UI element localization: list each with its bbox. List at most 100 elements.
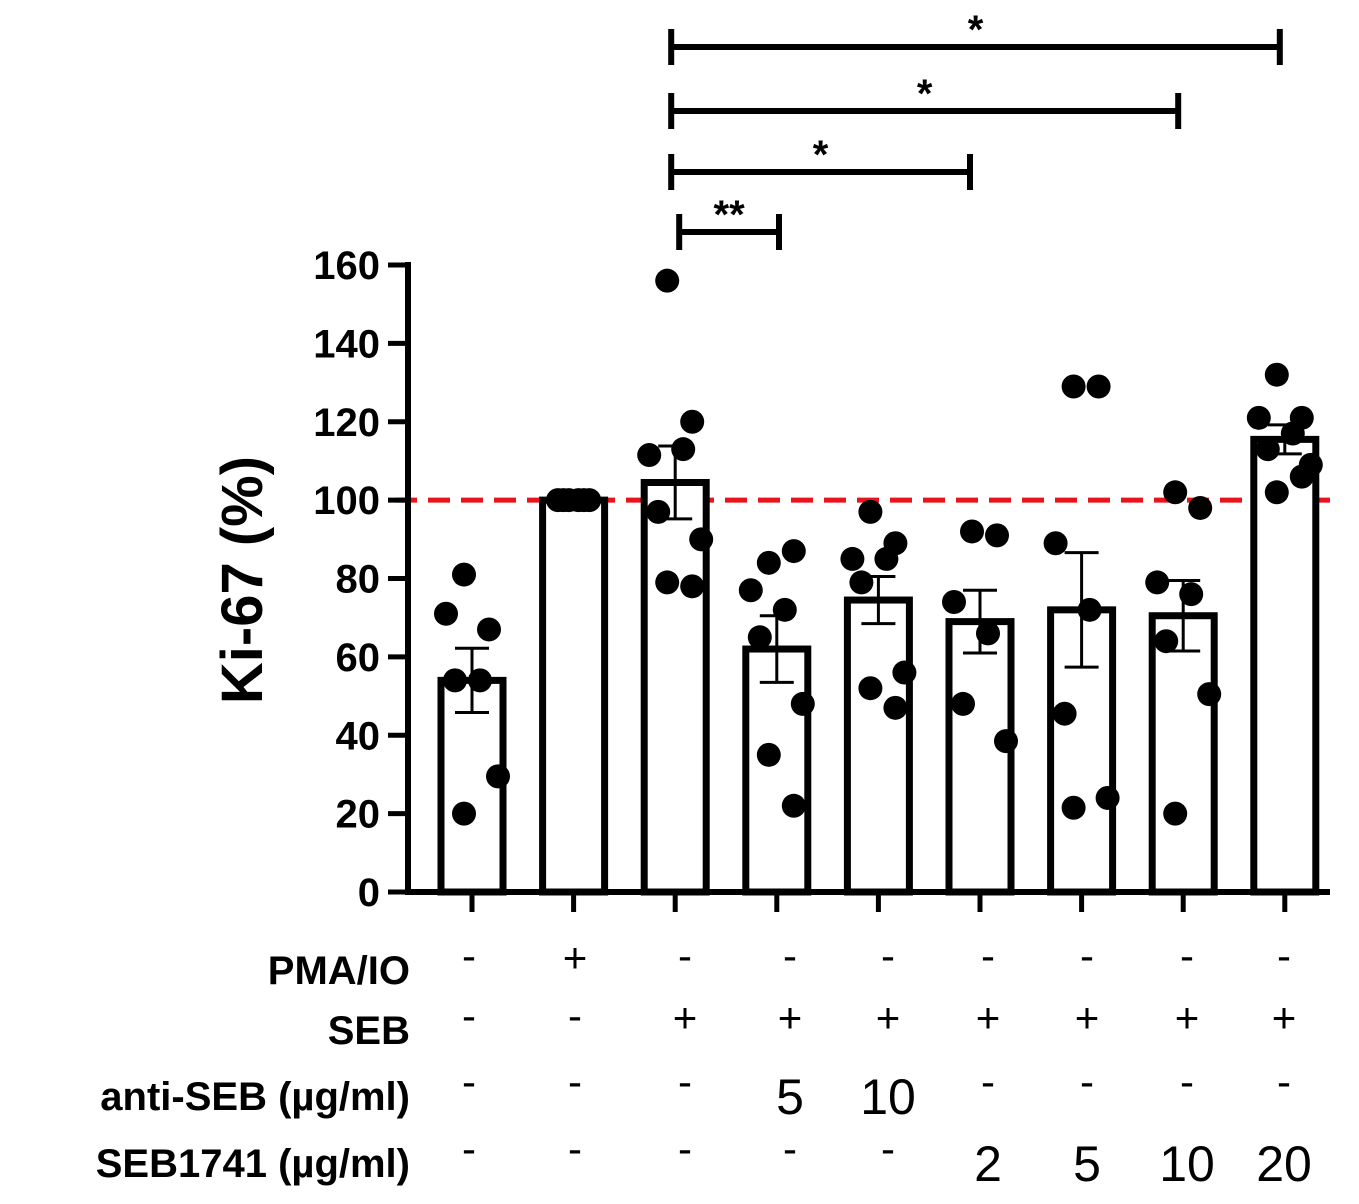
condition-row-label: SEB1741 (µg/ml) [96, 1142, 410, 1186]
data-point-1-7 [452, 801, 476, 826]
data-point-6-3 [942, 590, 966, 615]
bar-2 [539, 496, 609, 896]
data-point-6-5 [951, 691, 975, 716]
data-point-5-6 [892, 660, 917, 685]
condition-cell: + [563, 934, 588, 981]
data-point-4-6 [790, 691, 815, 716]
y-tick-label: 80 [336, 558, 381, 602]
data-point-3-6 [689, 527, 714, 552]
condition-cell: - [462, 1125, 476, 1172]
y-tick-label: 0 [358, 871, 380, 915]
data-point-6-2 [985, 523, 1009, 548]
data-point-7-7 [1061, 795, 1086, 820]
condition-cell: - [1080, 1058, 1094, 1105]
condition-cell: - [981, 932, 995, 979]
condition-cell: - [462, 992, 476, 1039]
bar-8 [1148, 612, 1218, 896]
condition-cell: - [678, 1125, 692, 1172]
condition-cell: - [783, 1125, 797, 1172]
bar-4 [742, 645, 812, 896]
condition-cell: - [678, 932, 692, 979]
data-point-7-5 [1052, 701, 1077, 726]
data-point-9-1 [1264, 362, 1289, 387]
data-point-4-4 [772, 597, 797, 622]
condition-cell: + [778, 994, 803, 1041]
y-tick-label: 100 [313, 479, 380, 523]
data-point-6-1 [960, 519, 984, 544]
data-point-4-8 [781, 793, 806, 818]
condition-cell: + [976, 994, 1001, 1041]
data-point-1-2 [477, 617, 501, 642]
condition-cell: + [1075, 994, 1100, 1041]
y-axis: 0 20 40 60 80 100 120 140 160 [313, 244, 1330, 915]
y-tick-label: 20 [336, 793, 381, 837]
y-axis-title: Ki-67 (%) [210, 456, 275, 704]
condition-cell: 20 [1256, 1136, 1312, 1192]
condition-row-label: PMA/IO [268, 949, 410, 993]
significance-label: ** [714, 193, 746, 237]
data-point-6-6 [994, 729, 1018, 754]
data-point-7-6 [1095, 785, 1120, 810]
data-point-6-4 [976, 621, 1000, 646]
data-point-1-3 [434, 601, 458, 626]
significance-label: * [813, 133, 829, 177]
significance-label: * [968, 8, 984, 52]
data-point-1-1 [452, 562, 476, 587]
data-point-4-3 [738, 578, 763, 603]
bar-6 [945, 618, 1015, 896]
condition-cell: - [783, 932, 797, 979]
data-point-8-7 [1163, 801, 1188, 826]
bar-9 [1250, 435, 1320, 896]
significance-bracket-3: * [668, 133, 973, 190]
error-bar-6 [963, 588, 997, 655]
condition-cell: 10 [860, 1069, 916, 1125]
data-point-8-1 [1163, 480, 1188, 505]
data-point-3-3 [637, 443, 662, 468]
condition-cell: - [1180, 1058, 1194, 1105]
data-point-2-5 [551, 488, 576, 513]
condition-cell: 10 [1159, 1136, 1215, 1192]
data-point-3-7 [655, 570, 680, 595]
data-point-4-1 [756, 550, 781, 575]
data-point-7-4 [1077, 597, 1102, 622]
bar-5 [843, 596, 913, 896]
condition-cell: - [1277, 932, 1291, 979]
significance-brackets: ***** [668, 8, 1283, 250]
data-point-3-1 [655, 268, 680, 293]
y-tick-label: 40 [336, 714, 381, 758]
condition-cell: - [881, 932, 895, 979]
y-tick-label: 120 [313, 401, 380, 445]
condition-row-label: anti-SEB (µg/ml) [100, 1075, 410, 1119]
condition-cell: + [673, 994, 698, 1041]
data-point-2-6 [577, 488, 602, 513]
data-point-7-3 [1043, 531, 1068, 556]
condition-cell: - [1080, 932, 1094, 979]
data-point-9-5 [1255, 437, 1280, 462]
data-point-8-6 [1197, 682, 1222, 707]
data-point-9-7 [1264, 480, 1289, 505]
data-point-5-5 [849, 570, 874, 595]
data-point-8-5 [1154, 629, 1179, 654]
data-point-8-4 [1179, 582, 1204, 607]
data-point-3-5 [646, 499, 671, 524]
data-points [434, 268, 1323, 826]
significance-bracket-4: ** [676, 193, 782, 250]
data-point-9-3 [1246, 405, 1271, 430]
data-point-4-2 [781, 539, 806, 564]
data-point-8-3 [1145, 570, 1170, 595]
y-tick-label: 60 [336, 636, 381, 680]
data-point-5-7 [858, 676, 883, 701]
data-point-1-6 [486, 764, 510, 789]
condition-cell: - [568, 1058, 582, 1105]
significance-bracket-1: * [668, 8, 1283, 65]
condition-table: PMA/IO - + - - - - - - - SEB - - + + + + + + + anti-SEB (µg/… [96, 932, 1312, 1192]
condition-cell: - [462, 932, 476, 979]
condition-cell: 5 [1073, 1136, 1101, 1192]
data-point-7-1 [1061, 374, 1086, 399]
data-point-5-4 [874, 546, 899, 571]
significance-bracket-2: * [668, 72, 1182, 129]
condition-cell: + [1175, 994, 1200, 1041]
condition-cell: + [1272, 994, 1297, 1041]
data-point-3-8 [680, 574, 705, 599]
